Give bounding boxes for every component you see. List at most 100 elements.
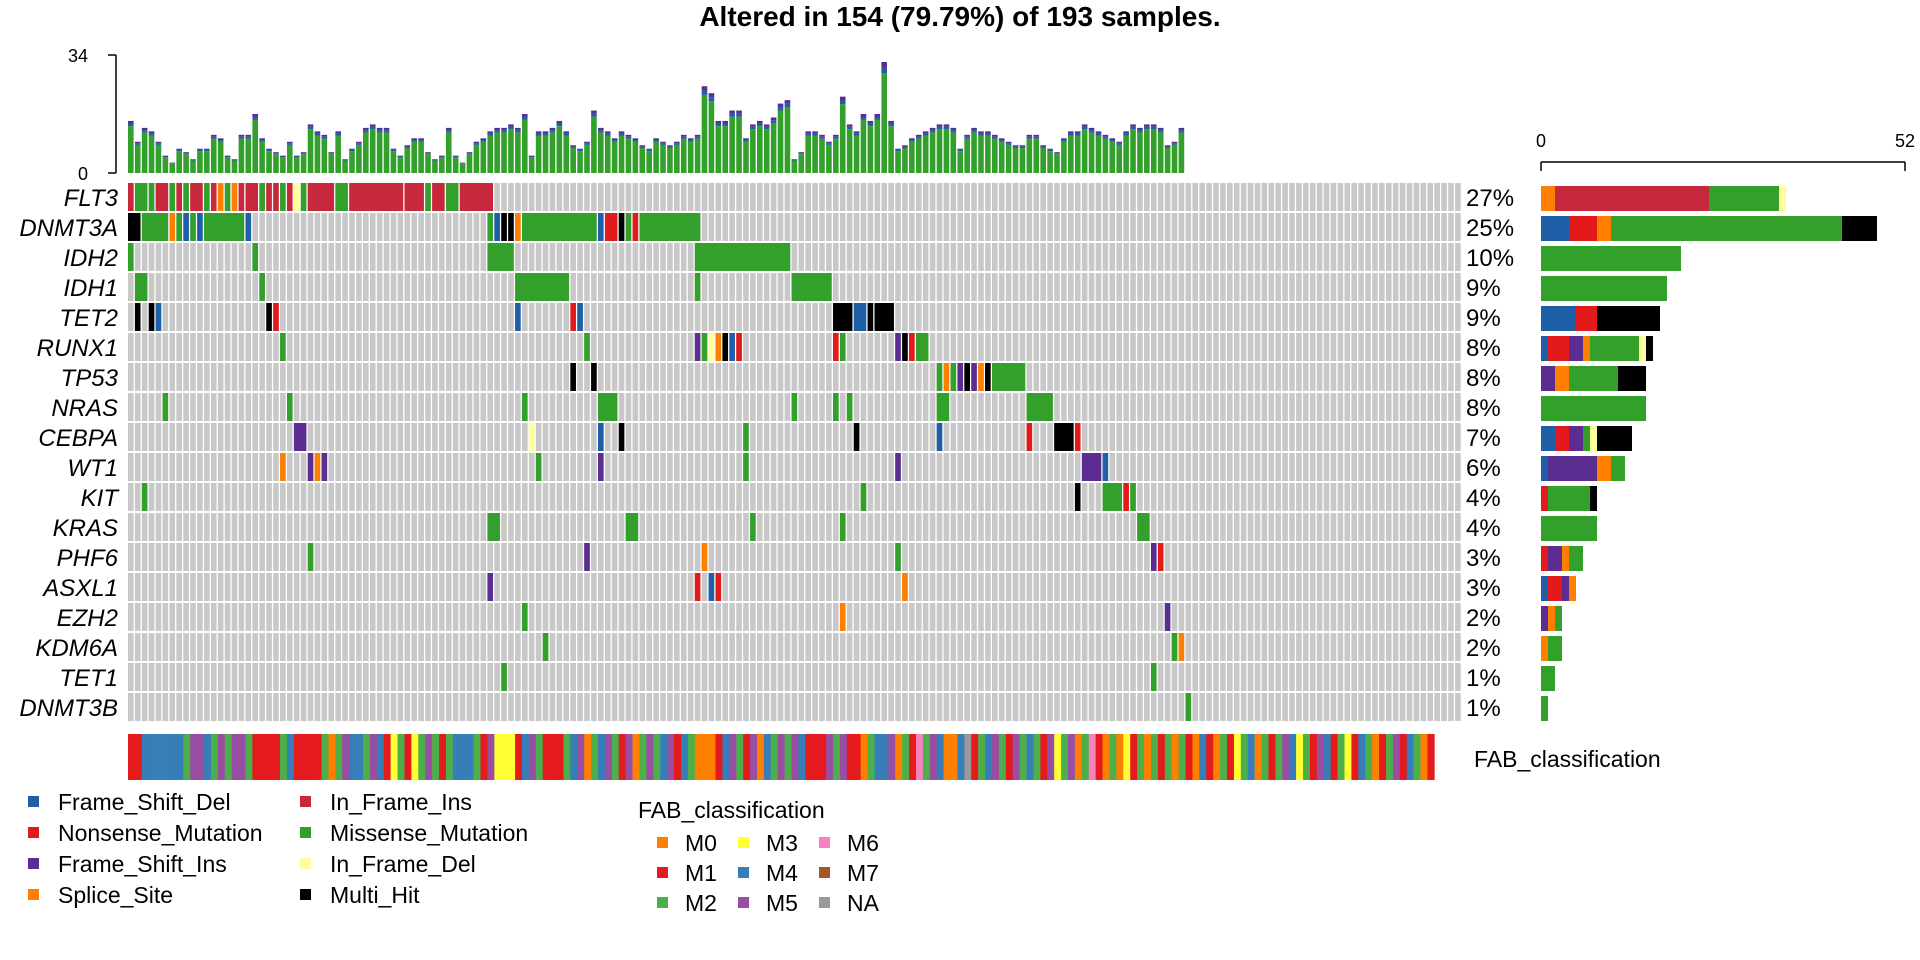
empty-cell bbox=[508, 543, 514, 571]
empty-cell bbox=[1413, 483, 1420, 511]
empty-cell bbox=[542, 363, 549, 391]
tmb-bar-segment bbox=[1061, 140, 1067, 142]
empty-cell bbox=[1365, 273, 1371, 301]
tmb-bar-segment bbox=[521, 119, 528, 173]
empty-cell bbox=[591, 693, 597, 721]
empty-cell bbox=[833, 423, 839, 451]
tmb-bar-segment bbox=[521, 116, 528, 120]
empty-cell bbox=[1455, 483, 1461, 511]
empty-cell bbox=[1095, 573, 1102, 601]
mutation-cell-tet2 bbox=[853, 303, 867, 331]
empty-cell bbox=[390, 633, 397, 661]
empty-cell bbox=[1379, 663, 1385, 691]
empty-cell bbox=[1226, 573, 1233, 601]
empty-cell bbox=[459, 273, 466, 301]
empty-cell bbox=[646, 663, 652, 691]
empty-cell bbox=[1441, 453, 1447, 481]
empty-cell bbox=[1206, 543, 1212, 571]
empty-cell bbox=[1026, 213, 1033, 241]
tmb-bar-segment bbox=[252, 116, 259, 120]
empty-cell bbox=[1074, 603, 1081, 631]
empty-cell bbox=[1441, 483, 1447, 511]
empty-cell bbox=[819, 483, 825, 511]
empty-cell bbox=[763, 663, 770, 691]
empty-cell bbox=[929, 183, 936, 211]
empty-cell bbox=[1116, 603, 1123, 631]
empty-cell bbox=[1233, 273, 1240, 301]
tmb-bar-segment bbox=[798, 152, 805, 154]
empty-cell bbox=[1137, 543, 1143, 571]
empty-cell bbox=[653, 363, 659, 391]
empty-cell bbox=[155, 423, 162, 451]
empty-cell bbox=[1309, 183, 1316, 211]
empty-cell bbox=[756, 183, 763, 211]
empty-cell bbox=[1109, 393, 1116, 421]
empty-cell bbox=[515, 183, 521, 211]
empty-cell bbox=[231, 423, 238, 451]
empty-cell bbox=[1420, 573, 1427, 601]
empty-cell bbox=[632, 573, 639, 601]
tmb-bar-segment bbox=[674, 144, 680, 173]
empty-cell bbox=[680, 243, 687, 271]
empty-cell bbox=[363, 213, 369, 241]
tmb-bar-segment bbox=[369, 124, 376, 127]
empty-cell bbox=[604, 513, 611, 541]
empty-cell bbox=[204, 573, 210, 601]
empty-cell bbox=[1005, 393, 1012, 421]
empty-cell bbox=[618, 513, 625, 541]
empty-cell bbox=[694, 393, 701, 421]
empty-cell bbox=[1385, 483, 1392, 511]
empty-cell bbox=[169, 363, 176, 391]
empty-cell bbox=[1130, 393, 1136, 421]
empty-cell bbox=[418, 333, 424, 361]
empty-cell bbox=[1095, 483, 1102, 511]
empty-cell bbox=[1247, 213, 1254, 241]
empty-cell bbox=[888, 483, 894, 511]
empty-cell bbox=[286, 483, 293, 511]
empty-cell bbox=[286, 513, 293, 541]
mutation-cell-asxl1 bbox=[487, 573, 494, 601]
empty-cell bbox=[1144, 633, 1150, 661]
empty-cell bbox=[839, 243, 846, 271]
empty-cell bbox=[183, 603, 189, 631]
empty-cell bbox=[155, 603, 162, 631]
mutation-cell-flt3 bbox=[245, 183, 259, 211]
empty-cell bbox=[1392, 573, 1399, 601]
empty-cell bbox=[252, 273, 259, 301]
empty-cell bbox=[1095, 393, 1102, 421]
empty-cell bbox=[736, 393, 742, 421]
empty-cell bbox=[888, 513, 894, 541]
empty-cell bbox=[618, 663, 625, 691]
mutation-cell-tp53 bbox=[971, 363, 977, 391]
tmb-bar-segment bbox=[991, 134, 998, 137]
empty-cell bbox=[459, 573, 466, 601]
empty-cell bbox=[1206, 273, 1212, 301]
empty-cell bbox=[667, 243, 673, 271]
empty-cell bbox=[397, 393, 404, 421]
empty-cell bbox=[487, 543, 494, 571]
empty-cell bbox=[473, 633, 480, 661]
empty-cell bbox=[750, 423, 756, 451]
tmb-bar-segment bbox=[397, 156, 404, 158]
annotation-cell bbox=[1220, 734, 1228, 780]
empty-cell bbox=[528, 303, 535, 331]
empty-cell bbox=[1406, 603, 1413, 631]
empty-cell bbox=[494, 693, 500, 721]
empty-cell bbox=[1226, 483, 1233, 511]
tmb-bar-segment bbox=[328, 152, 335, 154]
tmb-bar-segment bbox=[411, 140, 417, 142]
tmb-bar-segment bbox=[653, 138, 659, 141]
empty-cell bbox=[515, 663, 521, 691]
gene-bar-segment bbox=[1541, 426, 1555, 451]
annotation-cell bbox=[356, 734, 364, 780]
empty-cell bbox=[273, 363, 279, 391]
mutation-cell-tet2 bbox=[833, 303, 853, 331]
empty-cell bbox=[618, 633, 625, 661]
empty-cell bbox=[777, 573, 784, 601]
empty-cell bbox=[1392, 183, 1399, 211]
tmb-bar-segment bbox=[1178, 127, 1185, 131]
empty-cell bbox=[404, 543, 411, 571]
empty-cell bbox=[487, 393, 494, 421]
empty-cell bbox=[687, 483, 694, 511]
tmb-bar-segment bbox=[1144, 129, 1150, 173]
